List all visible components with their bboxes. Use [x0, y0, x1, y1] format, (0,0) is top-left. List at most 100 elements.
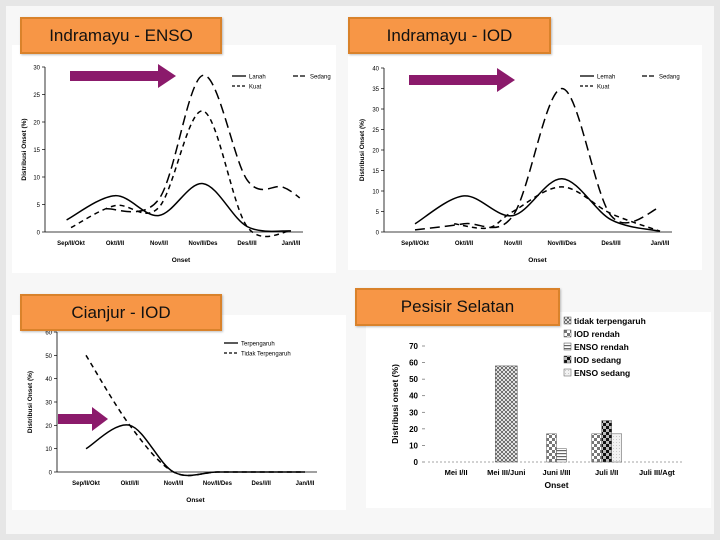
y-tick-label: 5: [376, 210, 380, 216]
y-tick-label: 10: [409, 441, 418, 450]
x-tick-label: Jan/I/II: [651, 241, 670, 247]
legend-label: Sedang: [659, 75, 680, 81]
y-tick-label: 15: [372, 169, 379, 175]
y-tick-label: 30: [409, 408, 418, 417]
chart-cianjur-iod: 0 10 20 30 40 50 60 Sep/II/Okt Okt/I/II Nov/I/II N…: [27, 331, 317, 504]
bar-tidak-terpengaruh: [495, 365, 518, 463]
x-axis-title: Onset: [172, 257, 191, 264]
x-tick-label: Des/I/II: [601, 241, 621, 247]
legend-label: Lanah: [249, 75, 266, 81]
y-axis-title: Distribusi Onset (%): [359, 119, 366, 181]
bar-enso-sedang: [611, 433, 622, 463]
y-tick-label: 0: [49, 471, 53, 477]
y-tick-label: 50: [409, 375, 418, 384]
series-line-kuat: [454, 186, 661, 232]
y-tick-label: 0: [414, 458, 419, 467]
x-tick-label: Jan/I/II: [282, 241, 301, 247]
y-tick-label: 10: [33, 176, 40, 182]
x-tick-label: Des/I/II: [252, 481, 272, 487]
legend-label: Kuat: [597, 85, 610, 91]
y-axis-title: Distribusi Onset (%): [21, 118, 28, 180]
legend-label: ENSO sedang: [574, 368, 630, 378]
title-pesisir-selatan: Pesisir Selatan: [355, 288, 560, 326]
legend-swatch: [563, 342, 572, 351]
y-tick-label: 0: [37, 231, 41, 237]
y-tick-label: 25: [372, 128, 379, 134]
y-tick-label: 60: [45, 331, 52, 337]
x-axis-title: Onset: [528, 257, 547, 264]
y-tick-label: 10: [372, 190, 379, 196]
legend-label: Tidak Terpengaruh: [241, 352, 291, 358]
panel-indramayu-enso: 0 5 10 15 20 25 30 Sep/II/Okt Okt/I/II Nov/I/I Nov…: [12, 45, 336, 273]
x-tick-label: Sep/II/Okt: [57, 241, 85, 247]
title-indramayu-enso: Indramayu - ENSO: [20, 17, 222, 54]
y-tick-label: 0: [376, 231, 380, 237]
chart-indramayu-enso: 0 5 10 15 20 25 30 Sep/II/Okt Okt/I/II Nov/I/I Nov…: [21, 66, 331, 265]
x-tick-label: Mei I/II: [445, 468, 468, 477]
x-tick-label: Des/I/II: [237, 241, 257, 247]
legend-label: ENSO rendah: [574, 342, 629, 352]
y-tick-label: 20: [33, 121, 40, 127]
y-tick-label: 30: [372, 108, 379, 114]
arrow-indramayu-iod: [409, 68, 515, 92]
panel-pesisir-selatan: 0 10 20 30 40 50 60 70 Mei I/II Mei III/Juni Juni …: [366, 312, 711, 508]
series-line-lemah: [414, 177, 661, 232]
x-tick-label: Nov/I/I: [150, 241, 168, 247]
x-tick-label: Nov/II/Des: [547, 241, 577, 247]
x-tick-label: Nov/II/Des: [203, 481, 233, 487]
title-indramayu-iod: Indramayu - IOD: [348, 17, 551, 54]
bar-iod-rendah: [546, 433, 557, 463]
y-tick-label: 40: [372, 67, 379, 73]
x-tick-label: Sep/II/Okt: [401, 241, 429, 247]
y-tick-label: 25: [33, 93, 40, 99]
x-tick-label: Jan/I/II: [296, 481, 315, 487]
y-tick-label: 30: [45, 401, 52, 407]
x-tick-label: Mei III/Juni: [487, 468, 525, 477]
y-tick-label: 40: [45, 377, 52, 383]
legend-label: IOD rendah: [574, 329, 620, 339]
legend-label: Kuat: [249, 85, 262, 91]
legend-swatch: [563, 329, 572, 338]
x-tick-label: Nov/II/Des: [188, 241, 218, 247]
y-tick-label: 60: [409, 359, 418, 368]
bar-iod-sedang: [601, 420, 612, 463]
legend-label: Sedang: [310, 75, 331, 81]
y-tick-label: 70: [409, 342, 418, 351]
legend-label: tidak terpengaruh: [574, 316, 646, 326]
series-line-sedang: [414, 87, 661, 231]
title-cianjur-iod: Cianjur - IOD: [20, 294, 222, 331]
y-tick-label: 50: [45, 354, 52, 360]
y-tick-label: 20: [45, 424, 52, 430]
x-tick-label: Juni I/III: [543, 468, 571, 477]
legend-label: IOD sedang: [574, 355, 621, 365]
x-axis-title: Onset: [544, 480, 568, 490]
series-line-terpengaruh: [85, 424, 305, 477]
bar-iod-rendah: [591, 433, 602, 463]
x-tick-label: Juli I/II: [595, 468, 618, 477]
y-tick-label: 20: [409, 425, 418, 434]
y-tick-label: 40: [409, 392, 418, 401]
x-tick-label: Sep/II/Okt: [72, 481, 100, 487]
legend-swatch: [563, 368, 572, 377]
x-tick-label: Okt/I/II: [455, 241, 474, 247]
panel-cianjur-iod: 0 10 20 30 40 50 60 Sep/II/Okt Okt/I/II Nov/I/II N…: [12, 315, 346, 510]
arrow-indramayu-enso: [70, 64, 176, 88]
y-tick-label: 20: [372, 149, 379, 155]
series-line-sedang: [106, 74, 301, 213]
legend-label: Terpengaruh: [241, 342, 275, 348]
panel-indramayu-iod: 0 5 10 15 20 25 30 35 40 Sep/II/Okt Okt/I/II Nov/I/…: [348, 45, 702, 270]
y-tick-label: 5: [37, 203, 41, 209]
series-line-tidak-terpengaruh: [85, 354, 305, 477]
series-line-lanah: [66, 182, 292, 233]
y-axis-title: Distribusi onset (%): [390, 364, 400, 444]
legend-swatch: [563, 355, 572, 364]
arrow-cianjur-iod: [58, 407, 108, 431]
y-axis-title: Distribusi Onset (%): [27, 371, 34, 433]
y-tick-label: 15: [33, 148, 40, 154]
series-line-kuat: [70, 110, 292, 238]
x-tick-label: Nov/I/II: [164, 481, 184, 487]
x-tick-label: Juli III/Agt: [639, 468, 675, 477]
x-axis-title: Onset: [186, 497, 205, 504]
y-tick-label: 10: [45, 447, 52, 453]
legend-label: Lemah: [597, 75, 615, 81]
